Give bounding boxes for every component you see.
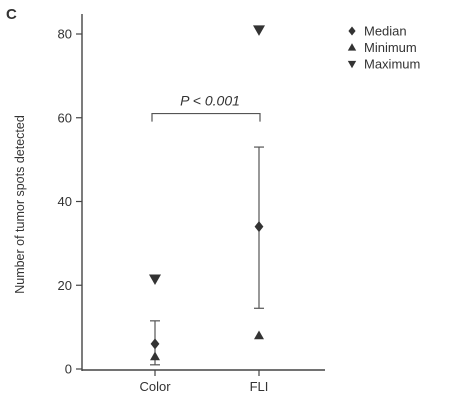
legend-label-minimum: Minimum (364, 40, 417, 55)
y-tick-label-20: 20 (58, 278, 72, 293)
x-axis: Color FLI (82, 369, 325, 394)
y-axis: 0 20 40 60 80 (58, 14, 83, 377)
y-tick-label-60: 60 (58, 110, 72, 125)
x-tick-label-fli: FLI (250, 379, 269, 394)
point-maximum-fli (253, 25, 265, 36)
significance-annotation: P < 0.001 (151, 93, 261, 122)
point-median-color (150, 338, 160, 350)
significance-bracket (151, 112, 261, 122)
y-tick-label-0: 0 (65, 362, 72, 377)
point-maximum-color (149, 274, 161, 285)
legend-marker-median (348, 26, 356, 36)
point-minimum-fli (254, 330, 264, 340)
error-bars (150, 146, 264, 366)
x-tick-label-color: Color (139, 379, 171, 394)
point-median-fli (254, 221, 264, 233)
legend-marker-minimum (347, 43, 357, 51)
p-value-label: P < 0.001 (180, 93, 240, 109)
y-axis-label: Number of tumor spots detected (13, 115, 27, 294)
y-tick-label-40: 40 (58, 194, 72, 209)
legend-label-median: Median (364, 24, 407, 39)
y-tick-label-80: 80 (58, 27, 72, 42)
legend-label-maximum: Maximum (364, 57, 420, 72)
data-points (149, 25, 265, 361)
panel-label: C (6, 6, 17, 23)
legend-marker-maximum (347, 60, 357, 69)
point-minimum-color (150, 351, 160, 361)
